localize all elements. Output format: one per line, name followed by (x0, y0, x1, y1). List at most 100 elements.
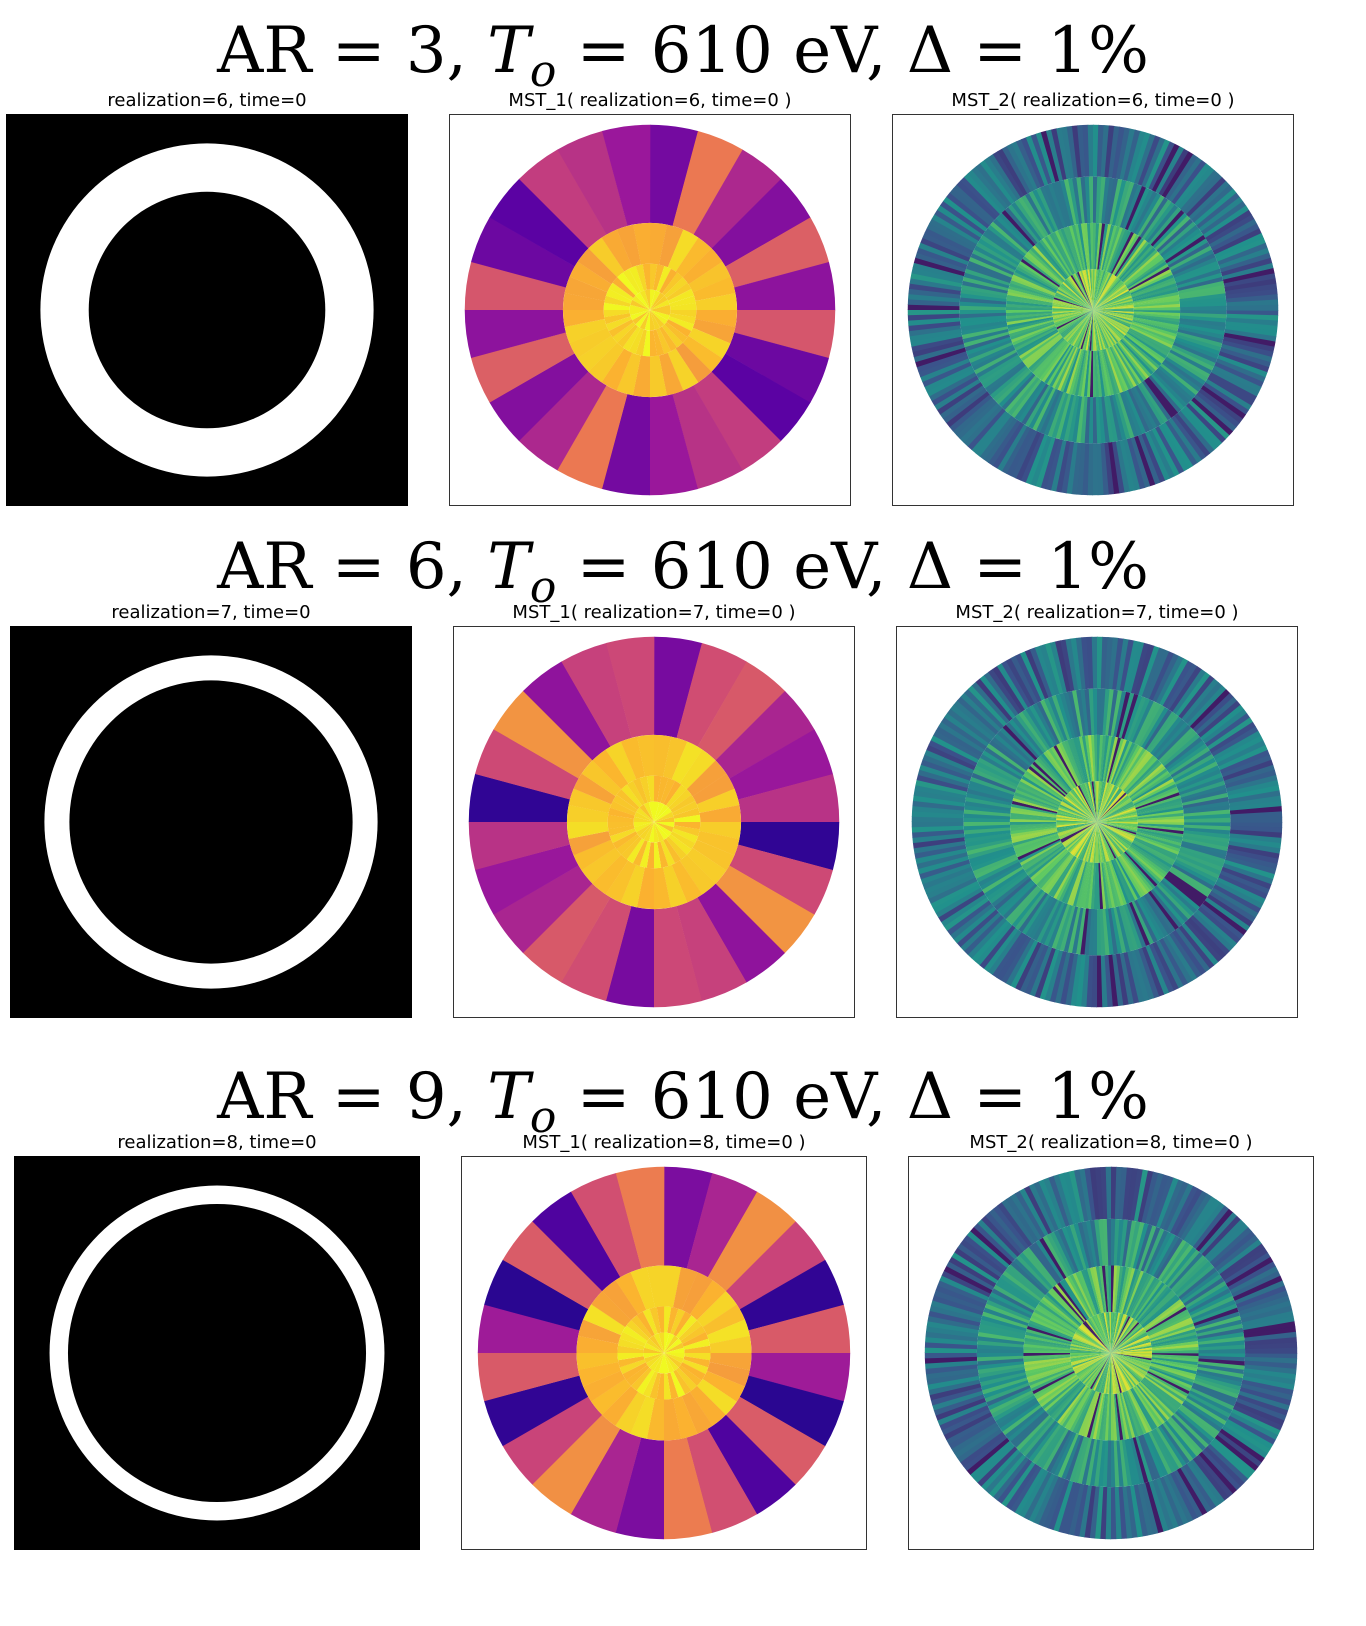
mst2-sector (1093, 310, 1108, 349)
mst2-sector (1056, 822, 1097, 832)
mst2-sector (1037, 241, 1069, 279)
mst2-sector (1204, 1219, 1246, 1260)
mst2-sector (1057, 310, 1093, 331)
mst2-sector (1082, 1353, 1111, 1384)
mst2-sector (1109, 346, 1132, 390)
mst2-sector (1008, 887, 1042, 925)
mst2-sector (925, 1367, 979, 1380)
mst2-sector (1114, 236, 1142, 277)
mst2-sector (953, 1425, 1001, 1459)
mst2-sector (938, 721, 986, 754)
mst2-sector (1183, 805, 1230, 815)
mst2-sector (1027, 1365, 1073, 1383)
mst2-sector (1050, 1287, 1084, 1324)
mst1-sector (668, 316, 695, 332)
mst2-sector (1060, 441, 1075, 494)
mst2-sector (1024, 649, 1050, 700)
mst2-sector (1071, 907, 1084, 954)
mst2-sector (926, 1371, 979, 1385)
mst2-sector (1141, 647, 1165, 698)
mst1-sector (709, 1353, 752, 1371)
mst2-sector (1050, 856, 1077, 898)
mst2-sector (1126, 437, 1146, 490)
mst2-sector (1175, 268, 1222, 287)
mst2-sector (1166, 1183, 1194, 1233)
mst2-sector (912, 836, 965, 849)
mst2-sector (1116, 392, 1135, 439)
mst2-sector (1075, 396, 1085, 443)
mst2-sector (1145, 1306, 1187, 1333)
mst2-sector (1097, 822, 1136, 837)
mst2-sector (1104, 736, 1116, 783)
mst2-sector (957, 1242, 1003, 1278)
mst2-sector (1001, 209, 1036, 247)
mst2-sector (995, 1280, 1038, 1309)
mst2-sector (1176, 1467, 1208, 1516)
mst2-sector (1028, 1473, 1056, 1523)
mst2-sector (1226, 299, 1279, 307)
mst2-sector (1124, 1438, 1137, 1486)
mst1-image (449, 114, 851, 506)
mst2-sector (1143, 894, 1172, 935)
mst2-sector (1137, 822, 1185, 826)
mst2-sector (1038, 1179, 1063, 1230)
mst2-sector (1038, 1375, 1078, 1405)
mst2-sector (1110, 1440, 1116, 1488)
mst2-sector (1148, 943, 1174, 993)
mst2-sector (1058, 287, 1093, 310)
mst1-sector (581, 847, 622, 884)
mst2-sector (1098, 223, 1109, 270)
mst2-sector (1180, 843, 1227, 860)
mst2-sector (1102, 225, 1118, 271)
mst2-sector (1008, 319, 1054, 334)
mst1-sector (502, 1396, 603, 1485)
mst2-sector (1022, 256, 1061, 287)
mst2-sector (1040, 130, 1060, 183)
mst2-sector (1078, 1270, 1098, 1316)
comma: , (866, 1060, 887, 1134)
mst2-sector (1189, 1202, 1226, 1248)
mst2-sector (987, 224, 1027, 257)
mst2-sector (964, 333, 1011, 352)
mst2-sector (1030, 338, 1065, 373)
mst2-sector (950, 704, 995, 741)
mst2-sector (1048, 1289, 1083, 1325)
mst2-sector (1005, 1195, 1039, 1243)
mst2-sector (1152, 653, 1180, 703)
mst2-sector (1156, 724, 1192, 761)
mst2-sector (1116, 1219, 1125, 1266)
mst2-sector (1136, 831, 1182, 847)
mst2-sector (1097, 822, 1129, 849)
mst2-sector (1081, 1353, 1111, 1383)
mst2-sector (1202, 708, 1248, 745)
mst2-sector (1086, 1318, 1111, 1353)
mst2-sector (1094, 1314, 1111, 1353)
mst2-sector (1129, 844, 1170, 874)
mst2-sector (1093, 271, 1108, 310)
mst2-sector (1111, 1353, 1149, 1371)
mst1-sector (632, 310, 650, 325)
mst2-sector (1118, 855, 1146, 897)
mst1-sector (573, 773, 616, 805)
mst2-sector (1200, 385, 1246, 420)
mst2-sector (1141, 137, 1166, 188)
mst2-sector (1053, 297, 1093, 310)
mst2-sector (1028, 249, 1064, 283)
mst2-sector (1054, 310, 1093, 327)
mst2-sector (1076, 442, 1086, 495)
mst1-sector (653, 842, 662, 869)
mst2-sector (1057, 1481, 1077, 1534)
mst1-sector (686, 1173, 758, 1278)
mst2-sector (1077, 1327, 1111, 1353)
mst2-sector (1099, 349, 1112, 396)
mst2-sector (981, 1215, 1021, 1257)
mst2-sector (911, 335, 964, 352)
mst1-sector (656, 1306, 665, 1333)
mst1-image (461, 1156, 867, 1550)
mst2-sector (1195, 1315, 1241, 1332)
mst2-sector (1085, 1319, 1111, 1353)
mst2-sector (1015, 713, 1047, 754)
mst2-sector (1089, 1267, 1103, 1314)
mst1-sector (618, 1356, 645, 1368)
mst2-sector (1158, 727, 1195, 763)
